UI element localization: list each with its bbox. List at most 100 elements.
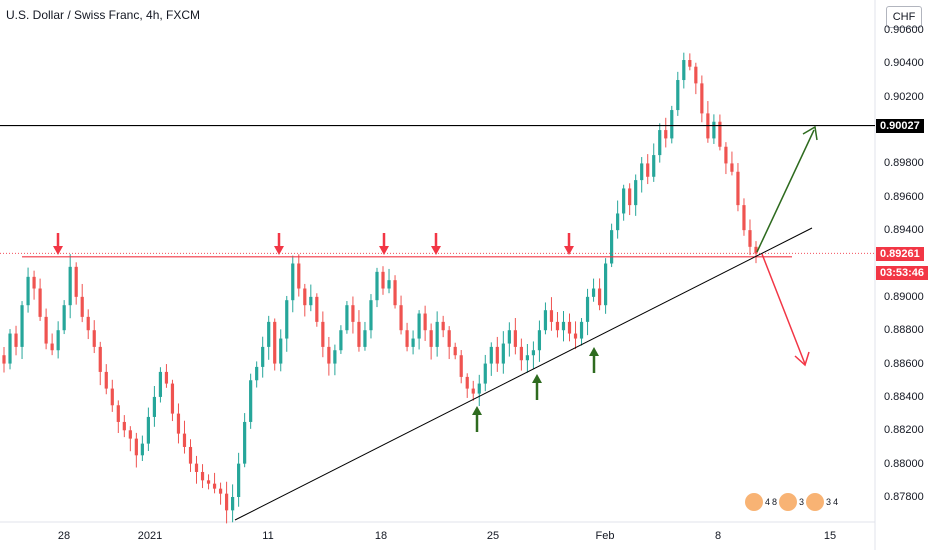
candle-body <box>417 313 421 339</box>
candle-body <box>68 266 72 306</box>
candle-body <box>345 305 349 331</box>
candle-body <box>730 163 734 172</box>
candle-body <box>188 446 193 464</box>
candle-body <box>231 497 235 511</box>
candle-body <box>104 371 108 389</box>
candle-body <box>164 371 169 384</box>
candle-body <box>694 66 698 84</box>
up-arrow-head <box>589 347 599 356</box>
candle-body <box>375 271 379 301</box>
x-tick-label: 15 <box>823 530 837 542</box>
y-tick-label: 0.90600 <box>884 24 924 36</box>
candle-body <box>664 130 668 139</box>
candle-body <box>249 380 253 422</box>
candle-body <box>507 330 511 344</box>
y-tick-label: 0.87800 <box>884 491 924 503</box>
candle-body <box>321 321 325 347</box>
candle-body <box>477 383 481 394</box>
candle-body <box>303 288 307 306</box>
bullish-scenario-arrow <box>756 129 815 253</box>
candle-body <box>279 338 283 364</box>
candle-body <box>585 296 590 322</box>
candle-body <box>351 305 355 322</box>
candle-body <box>652 155 656 177</box>
candle-body <box>122 421 126 431</box>
candle-body <box>736 171 740 206</box>
candle-body <box>50 343 54 351</box>
down-arrow-head <box>53 246 63 255</box>
candle-body <box>62 305 66 331</box>
candle-body <box>80 296 84 317</box>
candle-body <box>549 310 554 322</box>
candle-body <box>14 333 18 347</box>
candle-body <box>291 263 295 301</box>
currency-badge[interactable]: CHF <box>886 6 922 28</box>
candle-body <box>670 110 674 139</box>
candle-body <box>255 366 259 381</box>
y-tick-label: 0.88600 <box>884 358 924 370</box>
candle-body <box>555 321 560 331</box>
candle-body <box>158 371 163 397</box>
x-tick-label: 8 <box>714 530 722 542</box>
candle-body <box>561 321 566 331</box>
candle-body <box>399 305 403 331</box>
candle-body <box>411 338 415 347</box>
candle-body <box>170 383 175 414</box>
candle-body <box>387 280 391 289</box>
candle-body <box>616 213 620 231</box>
candle-body <box>471 388 475 394</box>
candle-body <box>381 271 385 289</box>
candle-body <box>604 263 608 306</box>
candle-body <box>567 321 572 334</box>
candle-body <box>212 483 217 489</box>
candle-body <box>591 288 596 297</box>
candle-body <box>483 363 487 384</box>
candle-body <box>237 463 241 497</box>
candle-body <box>182 433 187 447</box>
candle-body <box>501 343 505 364</box>
candle-body <box>718 121 722 147</box>
candle-body <box>754 246 758 254</box>
y-tick-label: 0.89800 <box>884 157 924 169</box>
candle-body <box>200 471 205 481</box>
candle-body <box>628 188 632 206</box>
candle-body <box>224 493 229 511</box>
candle-body <box>20 305 24 347</box>
candle-body <box>447 330 451 347</box>
candle-body <box>38 288 42 317</box>
down-arrow-head <box>431 246 441 255</box>
candle-body <box>393 280 397 306</box>
trendline <box>234 227 813 521</box>
candle-body <box>140 443 144 456</box>
candle-body <box>682 60 686 81</box>
bearish-arrow-head <box>794 351 810 367</box>
last-price-tag: 0.89261 <box>876 247 924 261</box>
candle-body <box>327 346 331 364</box>
candle-body <box>489 346 493 364</box>
logo-icon <box>806 493 825 511</box>
candle-body <box>92 330 96 347</box>
y-tick-label: 0.88800 <box>884 324 924 336</box>
candle-body <box>116 405 120 422</box>
candle-body <box>513 330 517 347</box>
candle-body <box>724 146 728 164</box>
candle-body <box>441 321 445 331</box>
logo-icon <box>745 493 763 511</box>
candle-body <box>218 488 223 494</box>
candle-body <box>622 188 626 214</box>
candle-body <box>152 396 156 417</box>
candle-body <box>2 355 6 364</box>
y-tick-label: 0.88000 <box>884 458 924 470</box>
candle-body <box>285 300 289 339</box>
candle-body <box>543 310 548 331</box>
y-tick-label: 0.88200 <box>884 424 924 436</box>
candle-body <box>573 333 578 339</box>
x-tick-label: 11 <box>262 530 274 542</box>
watermark-logo: 4 8 3 3 4 <box>745 493 838 511</box>
candle-body <box>646 163 650 177</box>
candle-body <box>297 263 301 289</box>
horizontal-line-tag: 0.90027 <box>876 119 924 133</box>
candle-body <box>634 180 638 206</box>
candle-body <box>435 321 439 347</box>
